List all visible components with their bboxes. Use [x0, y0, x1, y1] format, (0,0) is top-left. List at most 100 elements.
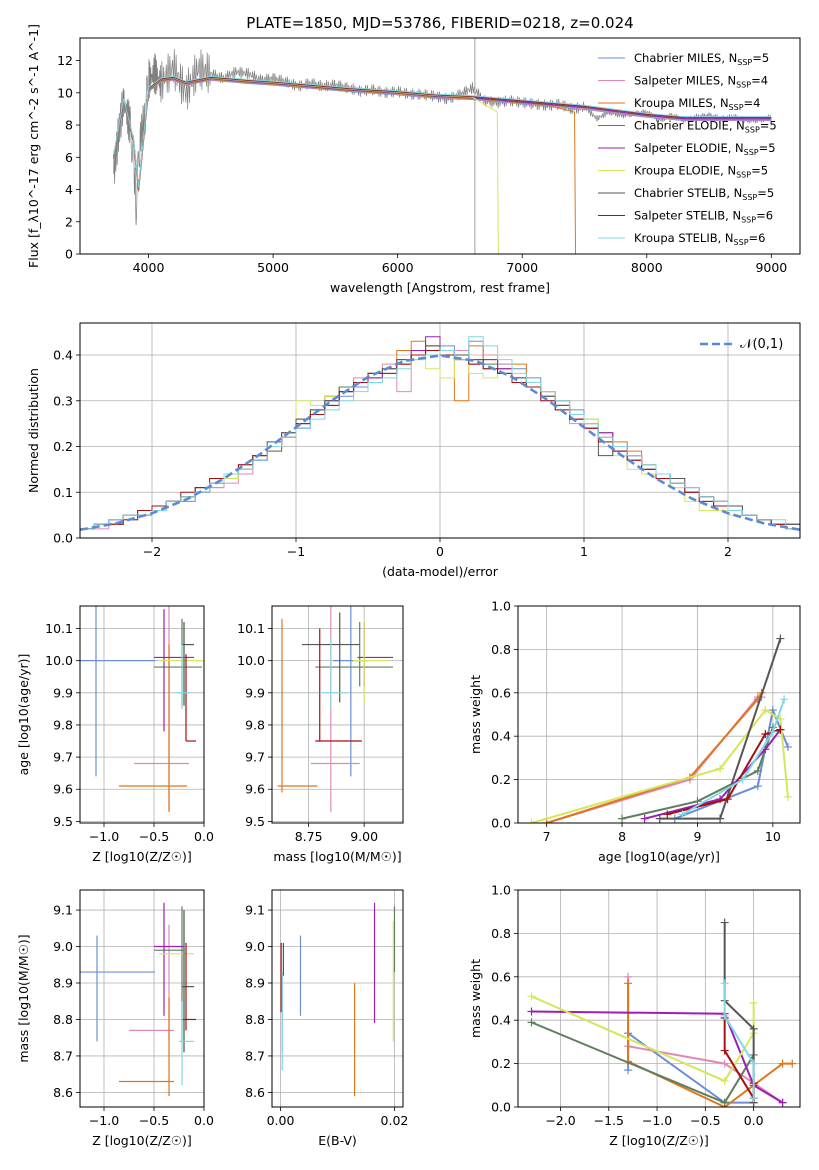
- figure-title: PLATE=1850, MJD=53786, FIBERID=0218, z=0…: [246, 14, 633, 32]
- tick-label-y: 9.1: [245, 903, 265, 918]
- series-marker: [776, 634, 785, 643]
- axes-frame: [271, 605, 404, 824]
- legend-entry: Chabrier STELIB, NSSP=5: [634, 186, 774, 202]
- tick-label-x: 8000: [631, 260, 663, 275]
- series-marker: [788, 1059, 797, 1068]
- chart-mass_vs_EBV: 0.00 0.02 8.6 8.7 8.8 8.9 9.0 9.1 E(B-V): [245, 889, 408, 1148]
- plot-area: [272, 890, 403, 1107]
- series-marker: [527, 1018, 536, 1027]
- series-marker: [761, 730, 770, 739]
- tick-label-x: 5000: [257, 260, 289, 275]
- tick-label-x: −1.5: [594, 1113, 624, 1128]
- plots-group: 4000 5000 6000 7000 8000 9000024681012wavelen…: [16, 24, 801, 1148]
- legend-subscript: SSP: [734, 238, 749, 247]
- tick-label-x: −1.0: [89, 829, 119, 844]
- tick-label-y: 0: [65, 247, 73, 262]
- x-axis-label: E(B-V): [318, 1133, 357, 1148]
- plot-area: [80, 606, 204, 823]
- tick-label-x: 1: [580, 544, 588, 559]
- tick-label-x: 10: [765, 829, 781, 844]
- tick-label-x: 4000: [133, 260, 165, 275]
- tick-label-y: 9.8: [53, 717, 73, 732]
- series-line: [627, 983, 793, 1107]
- tick-label-y: 0.4: [491, 729, 511, 744]
- series-marker: [780, 695, 789, 704]
- legend-subscript: SSP: [729, 103, 744, 112]
- y-axis-label: age [log10(age/yr)]: [16, 654, 31, 776]
- series-marker: [716, 764, 725, 773]
- plot-area: [272, 606, 403, 823]
- legend-entry: Chabrier MILES, NSSP=5: [634, 51, 769, 67]
- series-marker: [527, 1007, 536, 1016]
- legend-entry: 𝒩(0,1): [740, 337, 783, 352]
- series-marker: [655, 814, 664, 823]
- tick-label-x: −2.0: [545, 1113, 575, 1128]
- series-marker: [768, 706, 777, 715]
- tick-label-y: 10.0: [237, 653, 265, 668]
- series-marker: [663, 810, 672, 819]
- tick-label-y: 0.1: [53, 485, 73, 500]
- x-axis-label: mass [log10(M/M☉)]: [273, 849, 401, 864]
- legend-entry: Salpeter ELODIE, NSSP=5: [634, 141, 776, 157]
- series-marker: [778, 1098, 787, 1107]
- series-marker: [749, 1024, 758, 1033]
- chart-spectrum: 4000 5000 6000 7000 8000 9000 0 2 4 6 8 10 12 wavelen…: [26, 24, 801, 295]
- series-marker: [761, 706, 770, 715]
- legend-subscript: SSP: [736, 81, 751, 90]
- legend-value: =5: [752, 51, 769, 65]
- tick-label-y: 1.0: [491, 599, 511, 614]
- tick-label-x: 9: [693, 829, 701, 844]
- legend-value: =6: [756, 209, 773, 223]
- tick-label-y: 0.3: [53, 393, 73, 408]
- y-axis-label: mass weight: [468, 959, 483, 1038]
- tick-label-y: 9.5: [53, 814, 73, 829]
- chart-age_vs_mass: 8.75 9.00 9.5 9.6 9.7 9.8 9.9 10.0 10.1 mass [log…: [237, 605, 404, 864]
- y-axis-label: Normed distribution: [26, 368, 41, 493]
- tick-label-x: 9.00: [350, 829, 378, 844]
- series-marker: [776, 725, 785, 734]
- tick-label-x: 0.0: [744, 1113, 764, 1128]
- tick-label-x: −1: [287, 544, 305, 559]
- chart-residuals: −2 −1 0 1 2 0.0 0.1 0.2 0.3 0.4 (data-model)/error…: [26, 322, 801, 579]
- series-marker: [768, 727, 777, 736]
- tick-label-y: 0.2: [491, 1056, 511, 1071]
- tick-label-y: 12: [57, 53, 73, 68]
- tick-label-y: 8.9: [53, 976, 73, 991]
- legend-subscript: SSP: [745, 126, 760, 135]
- tick-label-y: 8: [65, 118, 73, 133]
- tick-label-y: 0.0: [53, 531, 73, 546]
- legend-subscript: SSP: [736, 171, 751, 180]
- x-axis-label: Z [log10(Z/Z☉)]: [92, 1133, 192, 1148]
- tick-label-x: 0.0: [194, 829, 214, 844]
- tick-label-x: 0.0: [194, 1113, 214, 1128]
- legend: Chabrier MILES, NSSP=5 Salpeter MILES, NS…: [598, 51, 777, 247]
- tick-label-y: 0.4: [491, 1013, 511, 1028]
- series-marker: [778, 1059, 787, 1068]
- tick-label-y: 4: [65, 182, 73, 197]
- tick-label-y: 9.9: [53, 685, 73, 700]
- series-marker: [720, 1076, 729, 1085]
- x-axis-label: Z [log10(Z/Z☉)]: [609, 1133, 709, 1148]
- axes-frame: [79, 37, 801, 255]
- tick-label-y: 9.6: [53, 782, 73, 797]
- chart-mass_weight_vs_age: 7 8 9 10 0.0 0.2 0.4 0.6 0.8 1.0 age [log10(age/yr…: [468, 599, 801, 864]
- tick-label-y: 9.0: [245, 939, 265, 954]
- series-marker: [749, 998, 758, 1007]
- series-marker: [749, 1094, 758, 1103]
- series-marker: [720, 1011, 729, 1020]
- series-marker: [738, 775, 747, 784]
- tick-label-y: 9.7: [245, 750, 265, 765]
- legend-value: =4: [751, 74, 768, 88]
- model-line: [113, 75, 772, 188]
- tick-label-x: −2: [143, 544, 161, 559]
- legend-entry: Salpeter STELIB, NSSP=6: [634, 209, 773, 225]
- tick-label-y: 0.6: [491, 685, 511, 700]
- series-marker: [723, 795, 732, 804]
- tick-label-y: 10.0: [45, 653, 73, 668]
- series-marker: [783, 792, 792, 801]
- legend-value: =5: [760, 119, 777, 133]
- series-line: [667, 728, 781, 816]
- x-axis-label: Z [log10(Z/Z☉)]: [92, 849, 192, 864]
- tick-label-y: 10.1: [45, 621, 73, 636]
- legend-entry: Salpeter MILES, NSSP=4: [634, 74, 768, 90]
